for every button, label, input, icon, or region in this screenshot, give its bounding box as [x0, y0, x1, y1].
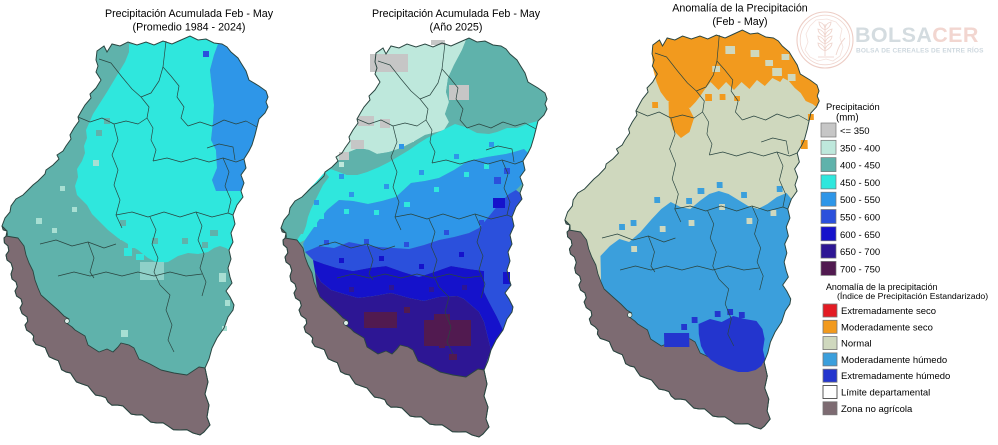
svg-text:(Promedio 1984 - 2024): (Promedio 1984 - 2024)	[133, 22, 246, 34]
svg-text:600 - 650: 600 - 650	[840, 230, 880, 241]
svg-text:(Año 2025): (Año 2025)	[430, 22, 483, 34]
svg-text:400 - 450: 400 - 450	[840, 161, 880, 172]
svg-text:BOLSACER: BOLSACER	[855, 23, 979, 47]
svg-text:Extremadamente húmedo: Extremadamente húmedo	[841, 371, 950, 382]
svg-text:Precipitación: Precipitación	[826, 101, 880, 112]
svg-text:450 - 500: 450 - 500	[840, 178, 880, 189]
svg-text:BOLSA DE CEREALES DE ENTRE RÍO: BOLSA DE CEREALES DE ENTRE RÍOS	[856, 46, 984, 55]
svg-text:Moderadamente seco: Moderadamente seco	[841, 322, 933, 333]
svg-text:Anomalía de la precipitación: Anomalía de la precipitación	[826, 282, 938, 292]
svg-text:Anomalía de la Precipitación: Anomalía de la Precipitación	[672, 3, 808, 15]
svg-text:Límite departamental: Límite departamental	[841, 388, 930, 399]
svg-text:700 - 750: 700 - 750	[840, 264, 880, 275]
svg-text:650 - 700: 650 - 700	[840, 247, 880, 258]
svg-text:Precipitación Acumulada Feb -: Precipitación Acumulada Feb - May	[105, 8, 274, 20]
svg-text:Extremadamente seco: Extremadamente seco	[841, 306, 936, 317]
svg-text:350 - 400: 350 - 400	[840, 143, 880, 154]
svg-text:Normal: Normal	[841, 339, 872, 350]
svg-text:550 - 600: 550 - 600	[840, 213, 880, 224]
svg-text:Precipitación Acumulada Feb -: Precipitación Acumulada Feb - May	[372, 8, 541, 20]
svg-text:500 - 550: 500 - 550	[840, 195, 880, 206]
svg-text:(Feb - May): (Feb - May)	[712, 16, 767, 28]
svg-text:(Índice de Precipitación Estan: (Índice de Precipitación Estandarizado)	[837, 291, 988, 301]
svg-text:Moderadamente húmedo: Moderadamente húmedo	[841, 355, 947, 366]
svg-text:Zona no agrícola: Zona no agrícola	[841, 404, 913, 415]
svg-text:<= 350: <= 350	[840, 126, 870, 137]
svg-text:(mm): (mm)	[836, 113, 859, 124]
